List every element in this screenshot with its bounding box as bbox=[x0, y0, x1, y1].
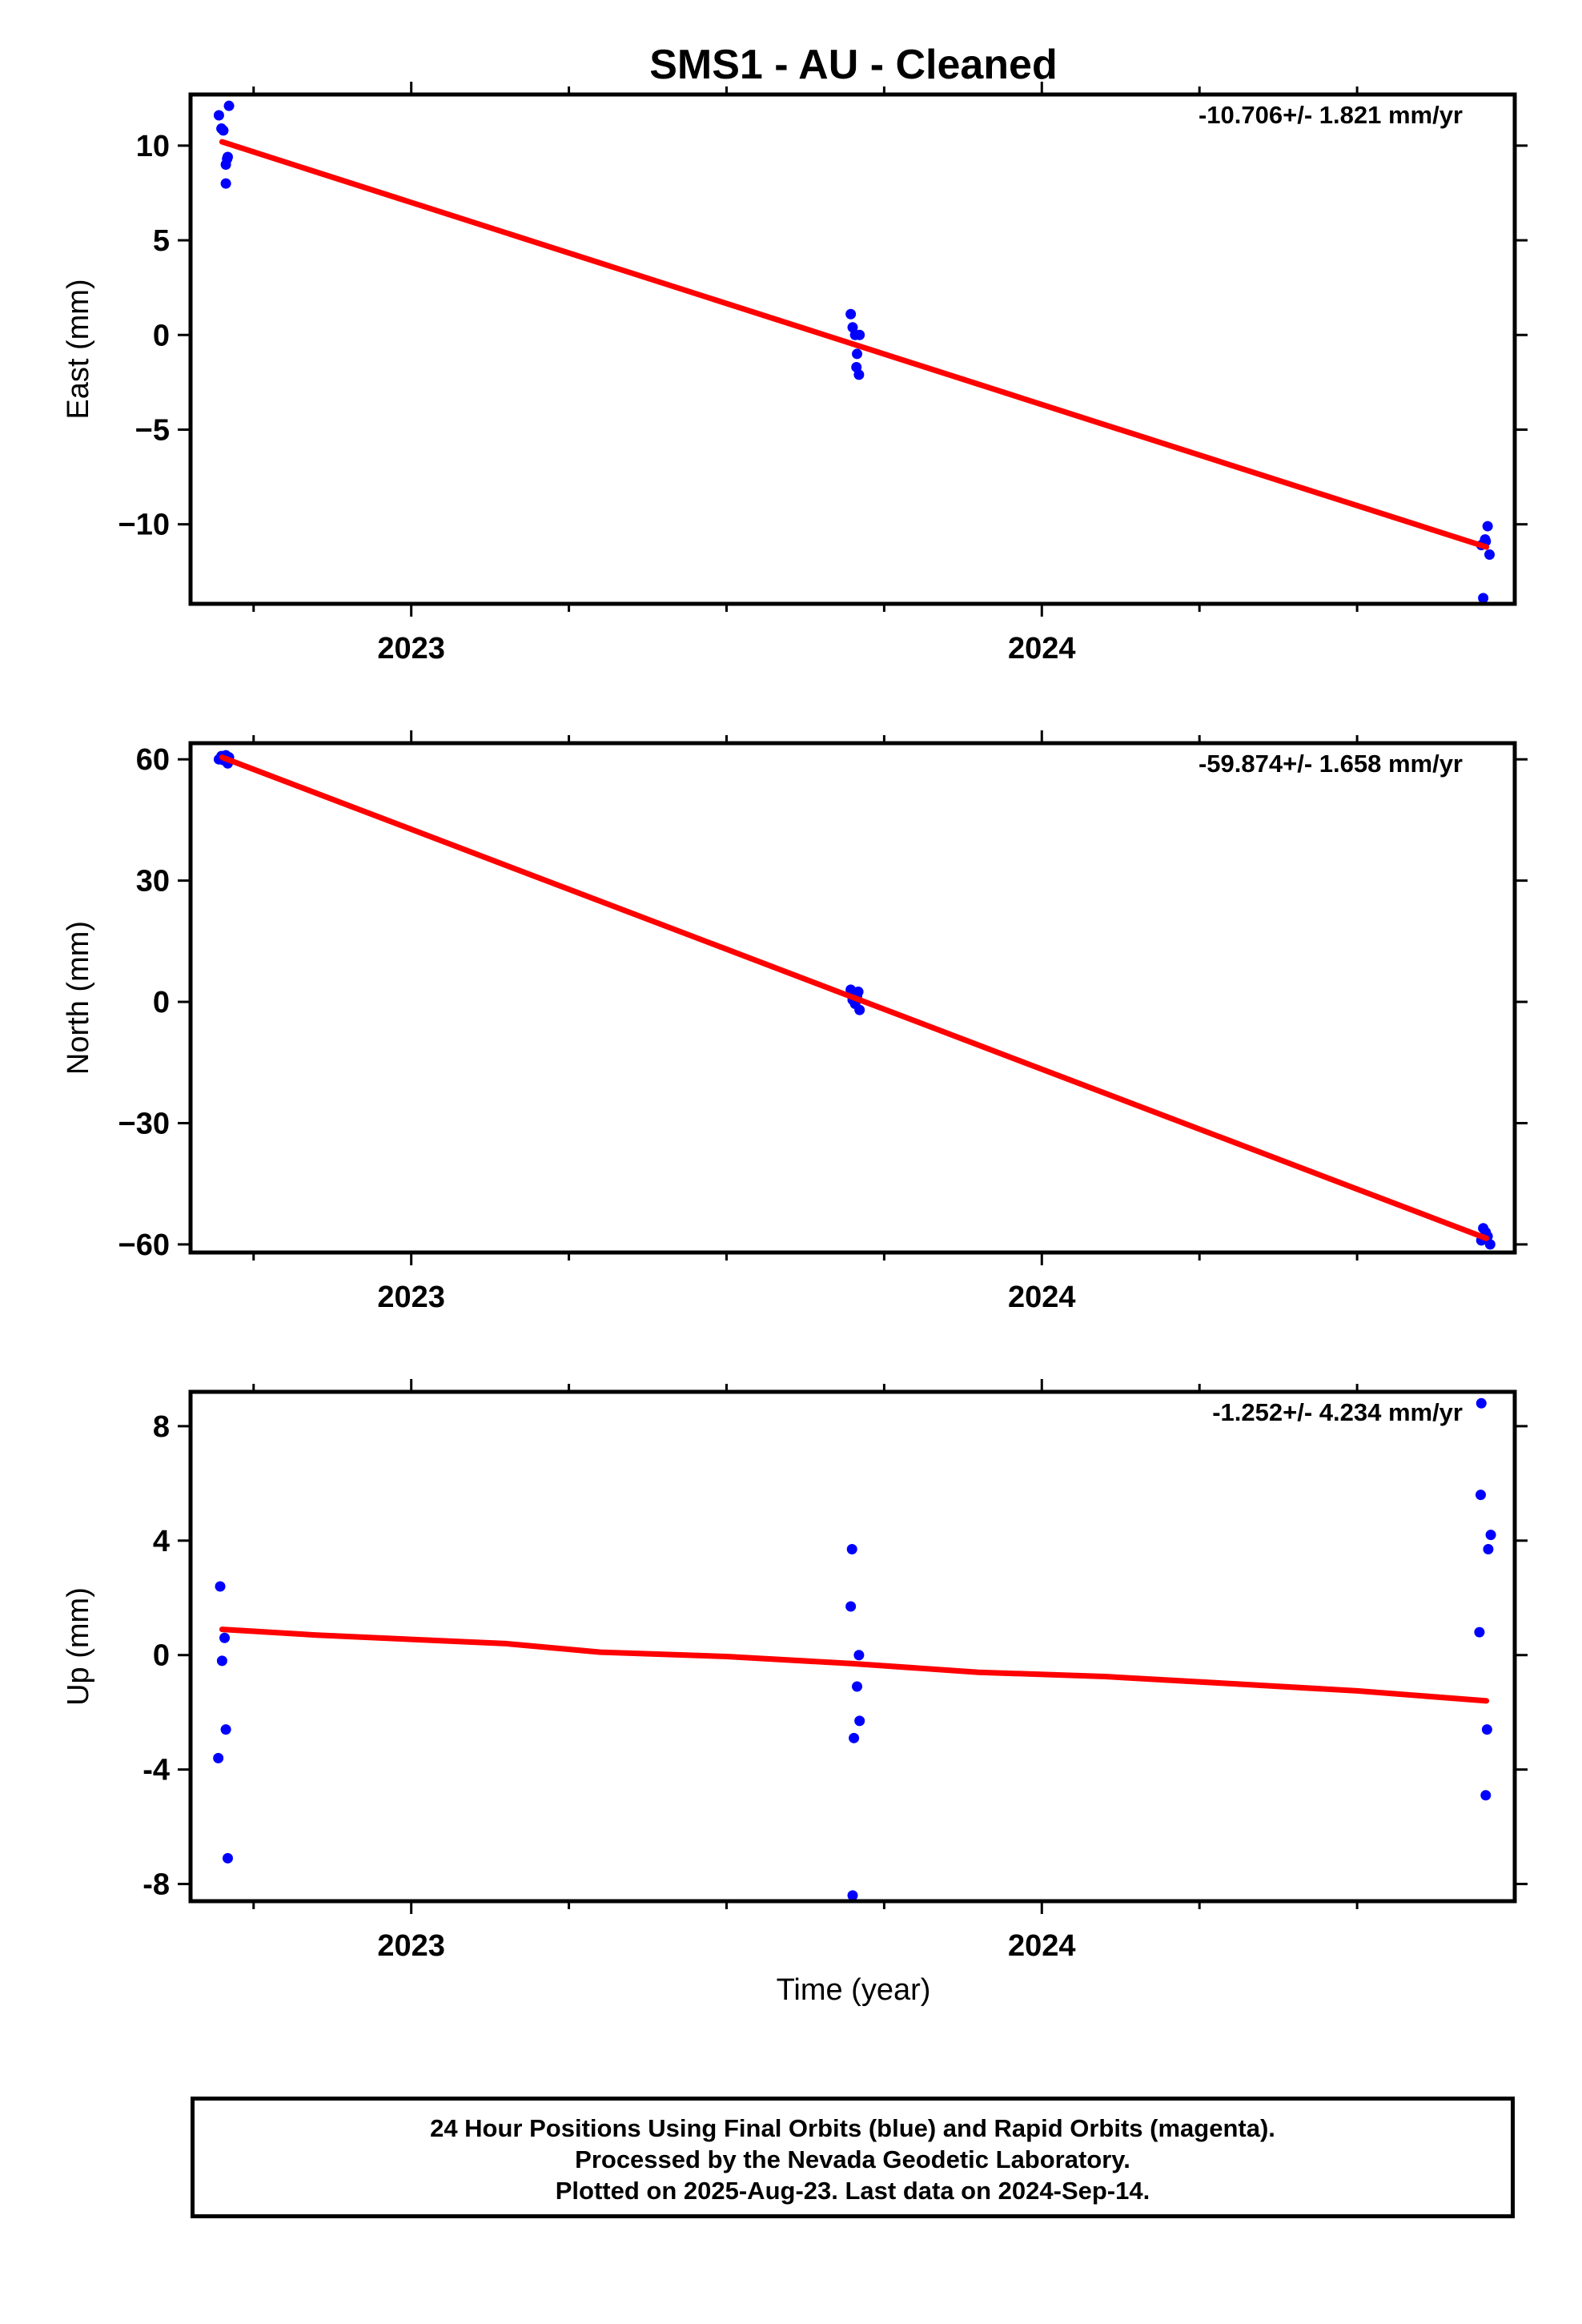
data-point bbox=[852, 1681, 863, 1692]
plot-area bbox=[213, 750, 1496, 1250]
info-box: 24 Hour Positions Using Final Orbits (bl… bbox=[191, 2097, 1515, 2218]
y-tick-label: -4 bbox=[143, 1754, 170, 1787]
data-point bbox=[1480, 1790, 1492, 1801]
data-point bbox=[845, 1601, 857, 1612]
data-point bbox=[1478, 593, 1489, 604]
y-tick-label: −60 bbox=[118, 1228, 170, 1262]
data-point bbox=[1484, 549, 1495, 561]
data-point bbox=[222, 1852, 233, 1864]
x-tick-label: 2024 bbox=[1008, 1281, 1076, 1314]
chart-title: SMS1 - AU - Cleaned bbox=[649, 42, 1058, 88]
plot-area bbox=[213, 100, 1495, 604]
rate-label: -59.874+/- 1.658 mm/yr bbox=[1199, 750, 1463, 778]
data-point bbox=[1483, 1544, 1494, 1555]
info-line-3: Plotted on 2025-Aug-23. Last data on 202… bbox=[555, 2177, 1150, 2205]
data-point bbox=[1482, 521, 1493, 532]
data-point bbox=[213, 1752, 224, 1763]
y-tick-label: −5 bbox=[135, 413, 170, 447]
data-point bbox=[1481, 1724, 1492, 1735]
y-tick-label: -8 bbox=[143, 1868, 170, 1902]
data-point bbox=[220, 1724, 231, 1735]
x-tick-label: 2024 bbox=[1008, 1929, 1076, 1963]
plot-area bbox=[213, 1397, 1496, 1901]
data-point bbox=[847, 1890, 858, 1901]
y-axis-label: Up (mm) bbox=[62, 1587, 95, 1706]
y-tick-label: −10 bbox=[118, 509, 170, 542]
y-axis-label: East (mm) bbox=[62, 279, 95, 419]
y-axis-label: North (mm) bbox=[62, 921, 95, 1075]
data-point bbox=[1476, 1397, 1487, 1409]
panels: 10 5 0 −5 −10 2023 2024 East (mm) -10.706+/- 1.8… bbox=[62, 82, 1528, 1963]
y-tick-label: 60 bbox=[136, 743, 170, 777]
data-point bbox=[219, 1632, 231, 1643]
x-tick-label: 2024 bbox=[1008, 632, 1076, 665]
data-point bbox=[853, 986, 864, 997]
data-point bbox=[845, 308, 857, 320]
fit-line bbox=[219, 754, 1490, 1241]
data-point bbox=[222, 151, 233, 163]
data-point bbox=[218, 125, 229, 136]
data-point bbox=[215, 1581, 226, 1592]
panel-2: 60 30 0 −30 −60 2023 2024 North (mm) -59.874+/- … bbox=[62, 730, 1528, 1314]
data-point bbox=[1480, 534, 1491, 545]
y-tick-label: 10 bbox=[136, 130, 170, 163]
y-tick-label: 0 bbox=[153, 1639, 170, 1673]
x-tick-label: 2023 bbox=[377, 632, 445, 665]
data-point bbox=[854, 1715, 865, 1727]
data-point bbox=[854, 329, 865, 340]
y-tick-label: −30 bbox=[118, 1107, 170, 1140]
y-tick-label: 8 bbox=[153, 1410, 170, 1444]
plot-frame bbox=[188, 741, 1517, 1255]
data-point bbox=[216, 1655, 227, 1667]
y-tick-label: 5 bbox=[153, 224, 170, 258]
data-point bbox=[1474, 1626, 1485, 1638]
y-tick-label: 30 bbox=[136, 865, 170, 899]
data-point bbox=[849, 1732, 860, 1743]
y-tick-label: 4 bbox=[153, 1525, 170, 1558]
panel-3: 8 4 0 -4 -8 2023 2024 Up (mm) -1.252+/- 4.234 mm… bbox=[62, 1379, 1528, 1963]
data-point bbox=[213, 110, 224, 121]
data-point bbox=[853, 369, 865, 380]
x-tick-label: 2023 bbox=[377, 1929, 445, 1963]
x-tick-label: 2023 bbox=[377, 1281, 445, 1314]
info-line-2: Processed by the Nevada Geodetic Laborat… bbox=[575, 2145, 1130, 2173]
rate-label: -1.252+/- 4.234 mm/yr bbox=[1212, 1398, 1463, 1426]
data-point bbox=[1475, 1490, 1486, 1501]
rate-label: -10.706+/- 1.821 mm/yr bbox=[1199, 101, 1463, 129]
data-point bbox=[852, 348, 863, 360]
x-axis-label: Time (year) bbox=[777, 1973, 931, 2007]
fit-line bbox=[219, 1626, 1490, 1704]
info-line-1: 24 Hour Positions Using Final Orbits (bl… bbox=[430, 2114, 1275, 2142]
data-point bbox=[846, 1544, 857, 1555]
data-point bbox=[220, 178, 231, 189]
data-point bbox=[854, 1004, 865, 1015]
panel-1: 10 5 0 −5 −10 2023 2024 East (mm) -10.706+/- 1.8… bbox=[62, 82, 1528, 665]
fit-line bbox=[219, 139, 1490, 550]
data-point bbox=[223, 100, 235, 111]
plot-frame bbox=[188, 92, 1517, 606]
data-point bbox=[1485, 1530, 1496, 1541]
y-tick-label: 0 bbox=[153, 986, 170, 1019]
y-tick-label: 0 bbox=[153, 319, 170, 352]
data-point bbox=[853, 1650, 865, 1661]
data-point bbox=[1484, 1239, 1496, 1250]
plot-frame bbox=[188, 1389, 1517, 1904]
